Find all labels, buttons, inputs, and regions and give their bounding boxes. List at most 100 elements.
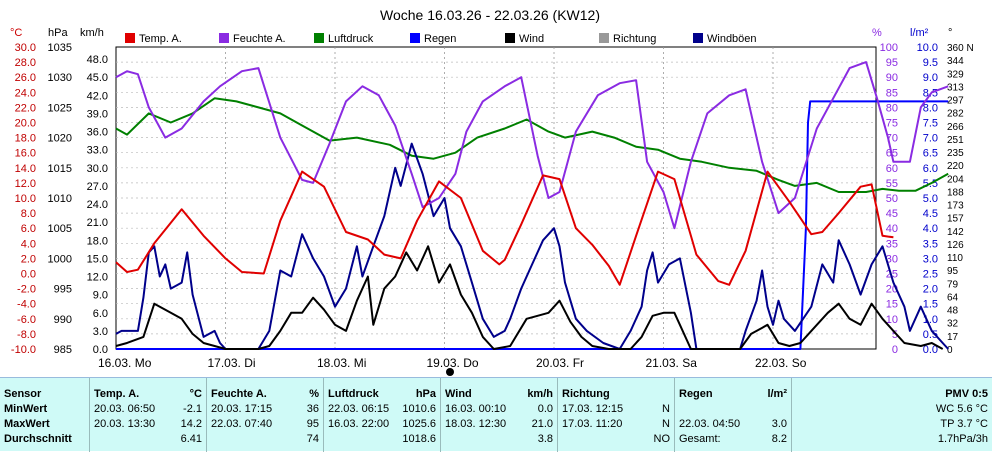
direction-tick: 251 — [947, 135, 964, 146]
humidity-tick: 10 — [886, 314, 898, 326]
series-wind — [115, 245, 944, 350]
legend-swatch-6 — [693, 33, 703, 43]
humidity-tick: 95 — [886, 57, 898, 69]
direction-tick: 220 — [947, 161, 964, 172]
temp-tick: 18.0 — [15, 133, 36, 145]
wind-tick: 12.0 — [87, 272, 108, 284]
wind-tick: 15.0 — [87, 253, 108, 265]
direction-tick: 204 — [947, 174, 964, 185]
pressure-header: Luftdruck — [328, 388, 379, 400]
humidity-tick: 85 — [886, 87, 898, 99]
series-luftdruck — [115, 97, 949, 193]
temp-unit-label: °C — [10, 27, 22, 39]
temp-tick: 24.0 — [15, 87, 36, 99]
series-temp-a- — [115, 170, 894, 286]
temp-header: Temp. A. — [94, 388, 140, 400]
legend-label-6: Windböen — [707, 33, 757, 45]
rain-tick: 8.0 — [923, 102, 938, 114]
direction-header: Richtung — [562, 388, 610, 400]
rain-tick: 7.5 — [923, 118, 938, 130]
legend-label-1: Feuchte A. — [233, 33, 286, 45]
direction-tick: 173 — [947, 201, 964, 212]
temp-avg-value: 6.41 — [180, 433, 202, 445]
wind-tick: 42.0 — [87, 90, 108, 102]
direction-tick: 79 — [947, 279, 959, 290]
wind-tick: 24.0 — [87, 199, 108, 211]
stats-col-humidity: Feuchte A.% 20.03. 17:15 36 22.03. 07:40 9… — [207, 378, 324, 452]
rain-max-time: 22.03. 04:50 — [679, 418, 741, 430]
direction-tick: 297 — [947, 96, 964, 107]
legend-label-2: Luftdruck — [328, 33, 374, 45]
wind-avg-value: 3.8 — [537, 433, 553, 445]
wind-unit: km/h — [527, 388, 553, 400]
wind-tick: 36.0 — [87, 127, 108, 139]
humidity-tick: 45 — [886, 208, 898, 220]
wind-tick: 27.0 — [87, 181, 108, 193]
rain-tick: 9.0 — [923, 72, 938, 84]
wind-tick: 21.0 — [87, 217, 108, 229]
direction-min-value: N — [662, 403, 670, 415]
wind-tick: 3.0 — [93, 326, 108, 338]
humidity-unit-label: % — [872, 27, 882, 39]
pmv-windchill: WC 5.6 °C — [935, 403, 988, 415]
direction-tick: 64 — [947, 292, 959, 303]
pmv-dewpoint: TP 3.7 °C — [940, 418, 988, 430]
humidity-tick: 30 — [886, 253, 898, 265]
temp-tick: 16.0 — [15, 148, 36, 160]
wind-min-time: 16.03. 00:10 — [445, 403, 507, 415]
stats-col-rain: Regen l/m² 22.03. 04:50 3.0 Gesamt: 8.2 — [675, 378, 792, 452]
direction-tick: 110 — [947, 253, 963, 264]
humidity-tick: 40 — [886, 223, 898, 235]
direction-tick: 282 — [947, 109, 964, 120]
x-label-1: 17.03. Di — [208, 356, 256, 370]
rain-tick: 4.0 — [923, 223, 938, 235]
direction-tick: 0 — [947, 345, 953, 356]
rain-tick: 1.5 — [923, 299, 938, 311]
humidity-max-value: 95 — [306, 418, 319, 430]
humidity-tick: 75 — [886, 118, 898, 130]
stats-col-wind: Wind km/h 16.03. 00:10 0.0 18.03. 12:30 21.… — [441, 378, 558, 452]
temp-tick: 4.0 — [21, 238, 36, 250]
temp-tick: -6.0 — [17, 314, 36, 326]
legend-label-3: Regen — [424, 33, 456, 45]
legend: Temp. A. Feuchte A. Luftdruck Regen Wind Rich… — [125, 33, 757, 45]
chart-title: Woche 16.03.26 - 22.03.26 (KW12) — [380, 7, 600, 23]
humidity-tick: 80 — [886, 102, 898, 114]
pressure-max-time: 16.03. 22:00 — [328, 418, 390, 430]
wind-unit-label: km/h — [80, 27, 104, 39]
pmv-header: PMV 0:5 — [945, 388, 988, 400]
humidity-min-value: 36 — [306, 403, 319, 415]
rain-tick: 7.0 — [923, 133, 938, 145]
temp-tick: 22.0 — [15, 102, 36, 114]
direction-max-value: N — [662, 418, 670, 430]
wind-tick: 45.0 — [87, 72, 108, 84]
stats-col-temp: Temp. A. °C 20.03. 06:50 -2.1 20.03. 13:30… — [90, 378, 207, 452]
rain-header: Regen — [679, 388, 713, 400]
humidity-tick: 60 — [886, 163, 898, 175]
humidity-avg-value: 74 — [306, 433, 319, 445]
pressure-min-value: 1010.6 — [402, 403, 436, 415]
rain-unit: l/m² — [767, 388, 787, 400]
direction-avg-value: NO — [653, 433, 671, 445]
legend-swatch-2 — [314, 33, 324, 43]
humidity-tick: 55 — [886, 178, 898, 190]
x-label-6: 22.03. So — [755, 356, 807, 370]
temp-tick: -10.0 — [11, 344, 36, 356]
temp-tick: 14.0 — [15, 163, 36, 175]
rain-tick: 6.5 — [923, 148, 938, 160]
temp-tick: 10.0 — [15, 193, 36, 205]
stats-col-sensor: Sensor MinWert MaxWert Durchschnitt — [0, 378, 90, 452]
direction-tick: 329 — [947, 69, 964, 80]
temp-tick: 2.0 — [21, 253, 36, 265]
x-label-0: 16.03. Mo — [98, 356, 152, 370]
humidity-tick: 0 — [892, 344, 898, 356]
temp-tick: -8.0 — [17, 329, 36, 341]
min-label: MinWert — [4, 403, 48, 415]
rain-unit-label: l/m² — [910, 27, 929, 39]
temp-tick: 26.0 — [15, 72, 36, 84]
rain-tick: 2.0 — [923, 284, 938, 296]
rain-tick: 3.0 — [923, 253, 938, 265]
temp-tick: 8.0 — [21, 208, 36, 220]
x-label-3: 19.03. Do — [427, 356, 479, 370]
direction-tick: 360 N — [947, 43, 974, 54]
